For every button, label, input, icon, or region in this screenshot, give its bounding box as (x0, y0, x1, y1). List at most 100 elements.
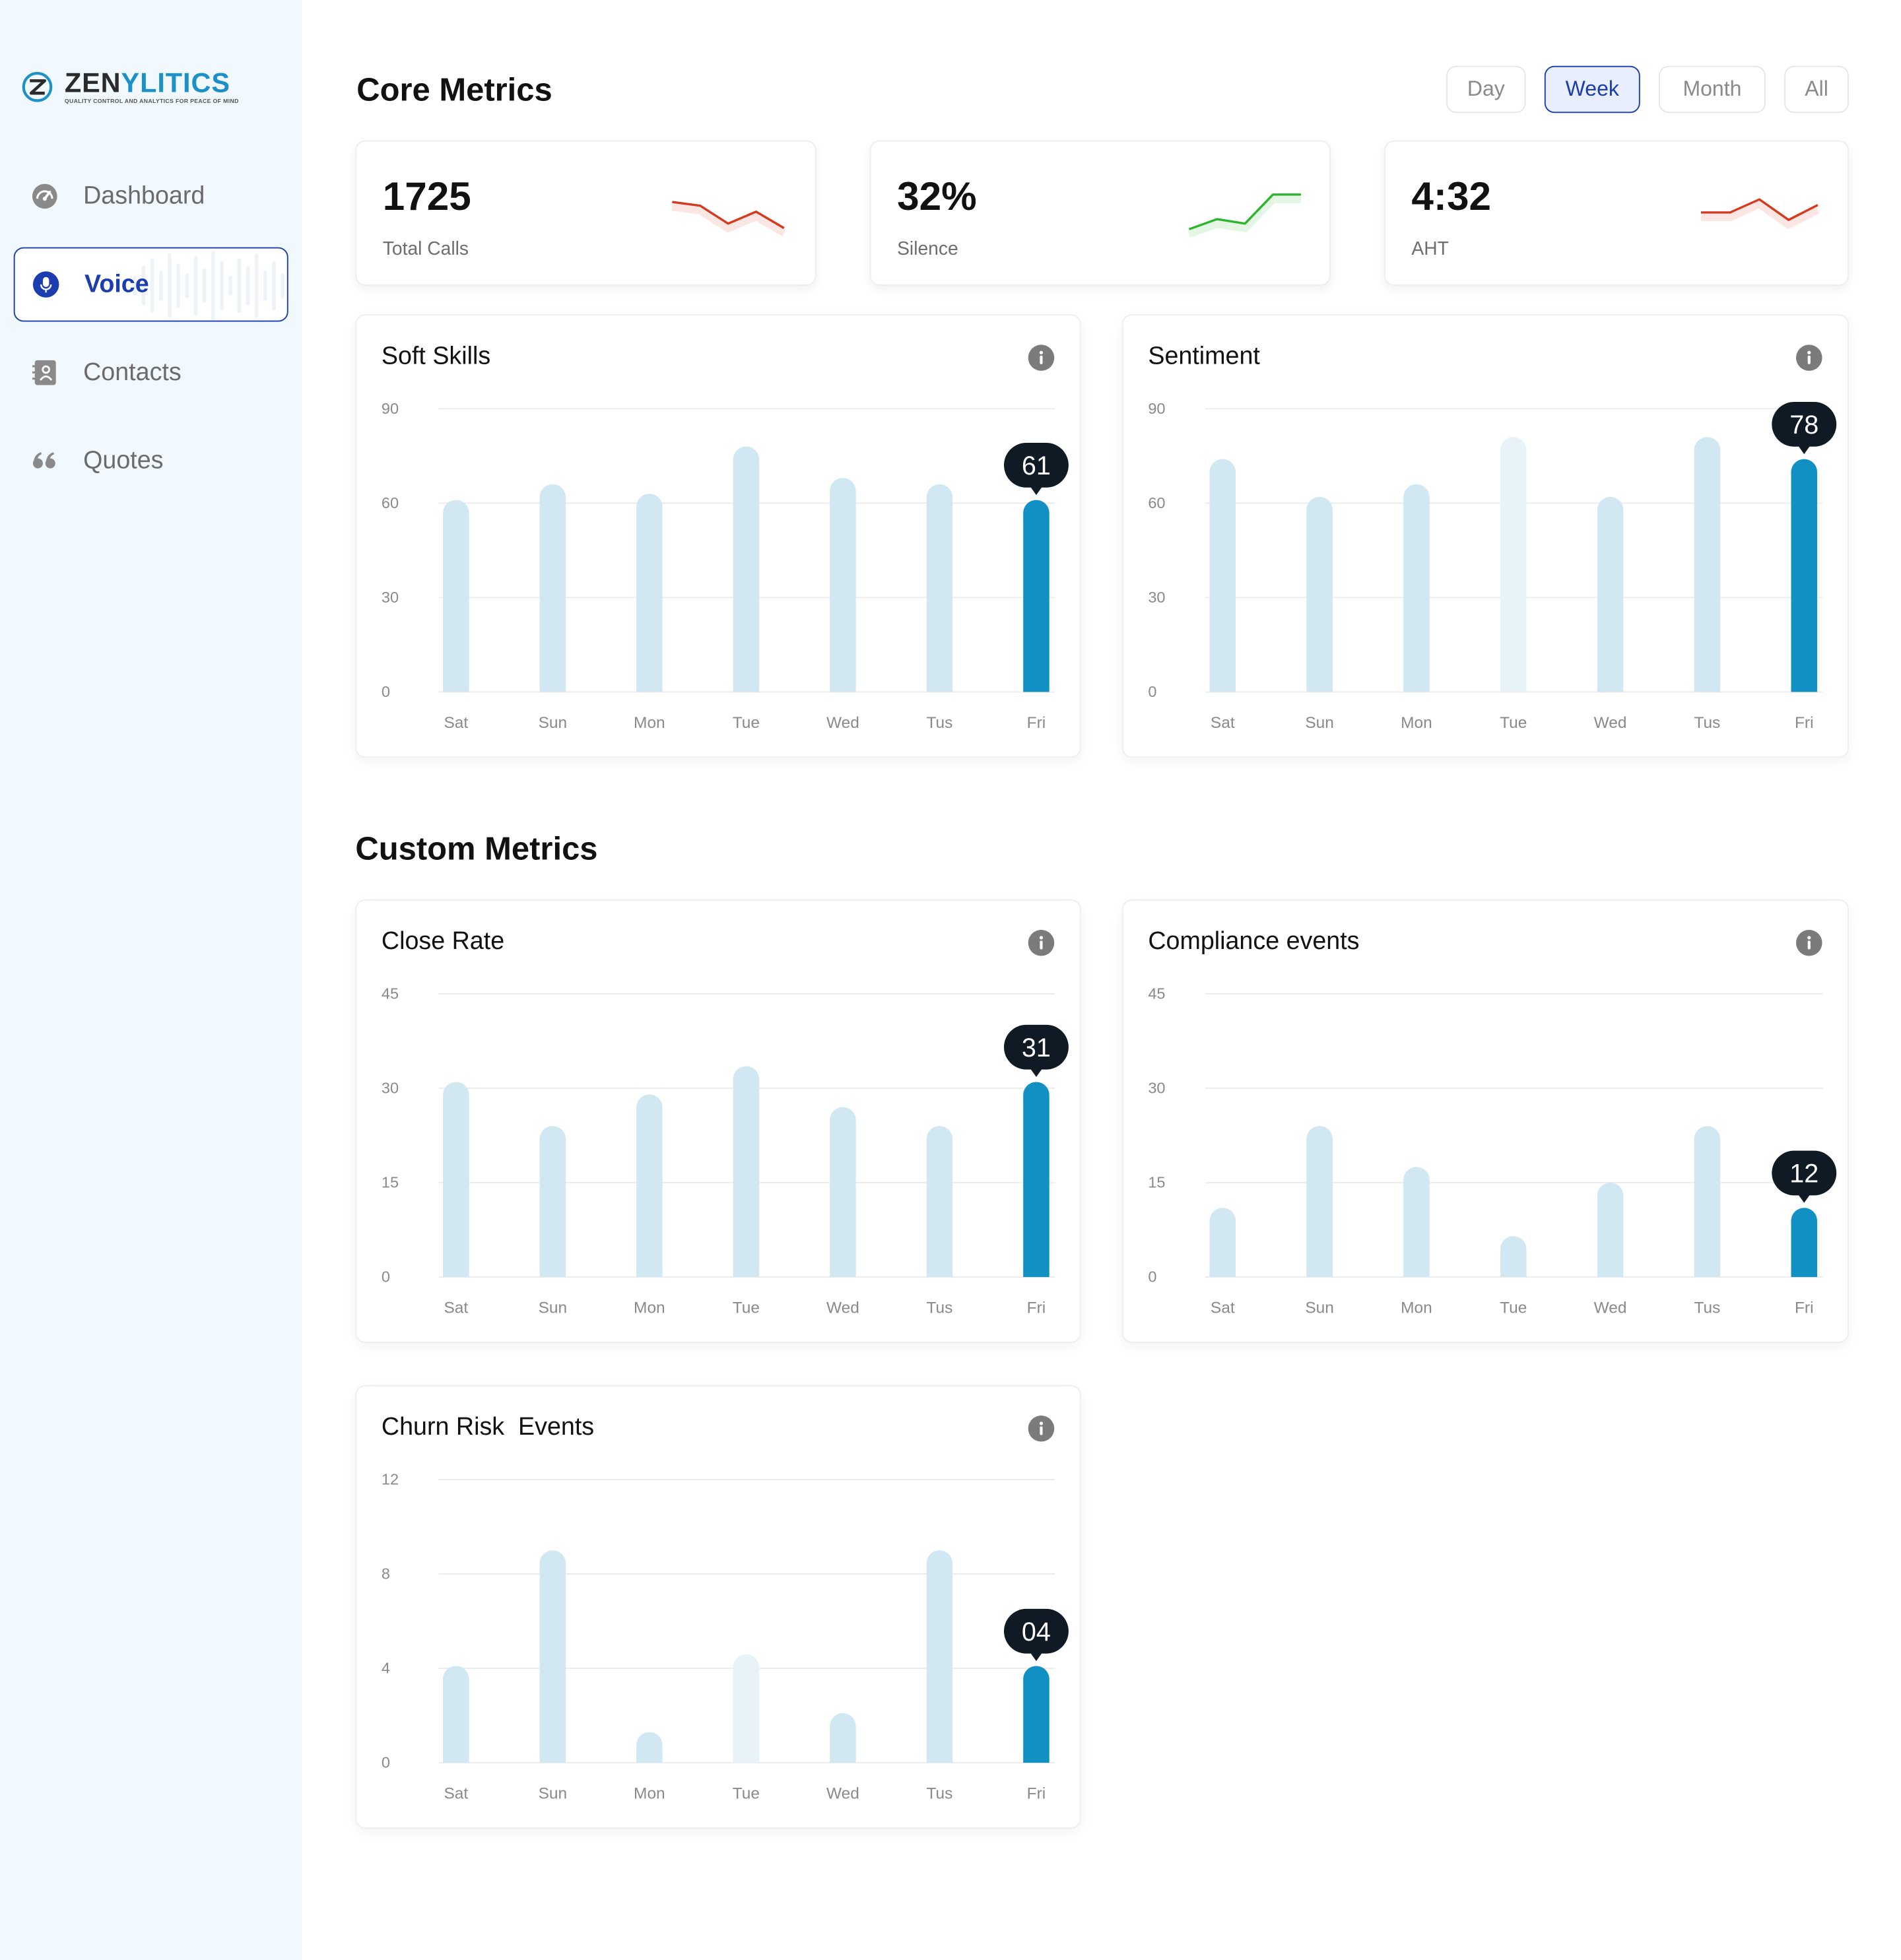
sparkline-path (672, 201, 785, 230)
bar-mon[interactable] (1403, 484, 1430, 692)
bar-sat[interactable] (443, 1082, 469, 1278)
bar-sun[interactable] (1306, 1126, 1333, 1278)
soundwave-decoration (133, 251, 285, 321)
range-all-button[interactable]: All (1784, 65, 1850, 114)
kpi-label: Silence (897, 238, 958, 260)
chart-card-close-rate: Close Rate 45 30 15 0 Sat Sun Mon Tue Wed Tus Fri 3… (355, 899, 1081, 1343)
bar-wed[interactable] (1597, 496, 1624, 692)
bar-fri[interactable] (1023, 1666, 1050, 1763)
x-tick-label: Sat (1211, 1299, 1235, 1317)
bar-sun[interactable] (539, 1126, 566, 1278)
info-icon[interactable] (1028, 1415, 1055, 1442)
gauge-icon (32, 183, 57, 209)
bar-tue[interactable] (733, 446, 760, 692)
value-tooltip: 12 (1772, 1150, 1837, 1203)
bar-wed[interactable] (830, 1713, 856, 1763)
nav-label-dashboard: Dashboard (83, 181, 205, 210)
x-tick-label: Wed (826, 1785, 859, 1803)
info-icon[interactable] (1028, 929, 1055, 956)
tooltip-value: 04 (1022, 1617, 1051, 1647)
sparkline-path (1188, 193, 1301, 230)
bar-tue[interactable] (733, 1066, 760, 1278)
bar-sat[interactable] (443, 500, 469, 692)
range-week-button[interactable]: Week (1544, 65, 1640, 114)
x-tick-label: Tue (733, 714, 760, 732)
sparkline-shadow (1187, 195, 1301, 238)
bar-fri[interactable] (1791, 1208, 1818, 1278)
bar-wed[interactable] (830, 1107, 856, 1278)
range-month-button[interactable]: Month (1659, 65, 1766, 114)
bar-chart: 45 30 15 0 Sat Sun Mon Tue Wed Tus Fri 31 (382, 985, 1069, 1317)
value-tooltip: 78 (1772, 402, 1837, 455)
bar-fri[interactable] (1791, 459, 1818, 692)
bar-tus[interactable] (926, 1126, 953, 1278)
bar-sun[interactable] (1306, 496, 1333, 692)
kpi-label: Total Calls (382, 238, 469, 260)
bar-tue[interactable] (1500, 1236, 1527, 1278)
range-day-button[interactable]: Day (1446, 65, 1526, 114)
kpi-card-total-calls[interactable]: 1725 Total Calls (355, 140, 817, 286)
bar-tus[interactable] (926, 484, 953, 692)
nav-item-quotes[interactable]: Quotes (14, 424, 288, 498)
bar-tus[interactable] (1694, 437, 1721, 692)
bar-fri[interactable] (1023, 500, 1050, 692)
custom-metrics-heading: Custom Metrics (355, 830, 598, 867)
sidebar: ZENYLITICS QUALITY CONTROL AND ANALYTICS… (0, 0, 302, 1960)
sparkline-shadow (1701, 200, 1820, 230)
bar-mon[interactable] (636, 1094, 663, 1278)
tooltip-value: 61 (1022, 451, 1051, 480)
x-tick-label: Mon (634, 1785, 665, 1803)
nav-item-contacts[interactable]: Contacts (14, 335, 288, 410)
bar-tue[interactable] (733, 1654, 760, 1763)
logo-mark-icon (22, 71, 53, 102)
x-tick-label: Fri (1027, 1785, 1046, 1803)
y-tick-label: 45 (1148, 985, 1165, 1002)
x-tick-label: Fri (1027, 714, 1046, 732)
y-tick-label: 90 (1148, 400, 1165, 417)
bar-wed[interactable] (830, 478, 856, 692)
kpi-value: 1725 (382, 174, 471, 219)
y-tick-label: 12 (382, 1470, 399, 1487)
kpi-card-aht[interactable]: 4:32 AHT (1384, 140, 1850, 286)
bar-fri[interactable] (1023, 1082, 1050, 1278)
bar-mon[interactable] (636, 1732, 663, 1763)
x-tick-label: Mon (1401, 1299, 1432, 1317)
kpi-value: 32% (897, 174, 977, 219)
info-icon[interactable] (1795, 344, 1822, 371)
logo-tagline: QUALITY CONTROL AND ANALYTICS FOR PEACE … (64, 98, 239, 105)
value-tooltip: 04 (1003, 1608, 1069, 1661)
bar-sun[interactable] (539, 1550, 566, 1763)
x-tick-label: Sat (1211, 714, 1235, 732)
bar-sat[interactable] (1209, 459, 1236, 692)
bar-mon[interactable] (636, 494, 663, 692)
chart-title: Churn Risk Events (381, 1414, 595, 1441)
bar-tue[interactable] (1500, 437, 1527, 692)
zenylitics-logo[interactable]: ZENYLITICS QUALITY CONTROL AND ANALYTICS… (21, 69, 239, 104)
bar-sun[interactable] (539, 484, 566, 692)
contact-book-icon (32, 360, 56, 385)
x-tick-label: Sat (444, 1299, 468, 1317)
kpi-card-silence[interactable]: 32% Silence (869, 140, 1331, 286)
info-icon[interactable] (1028, 344, 1055, 371)
nav-item-dashboard[interactable]: Dashboard (14, 159, 288, 234)
nav-item-voice[interactable]: Voice (13, 247, 288, 322)
bar-wed[interactable] (1597, 1183, 1624, 1278)
kpi-value: 4:32 (1411, 174, 1491, 219)
quote-icon (32, 452, 55, 469)
y-tick-label: 30 (1148, 1080, 1165, 1097)
info-icon[interactable] (1795, 929, 1822, 956)
nav-label-voice: Voice (84, 270, 149, 298)
bar-sat[interactable] (1209, 1208, 1236, 1278)
chart-title: Soft Skills (381, 343, 491, 370)
y-tick-label: 4 (382, 1660, 390, 1677)
value-tooltip: 31 (1003, 1024, 1069, 1077)
sparkline-aht (1701, 198, 1820, 230)
bar-chart: 12 8 4 0 Sat Sun Mon Tue Wed Tus Fri 04 (382, 1470, 1069, 1803)
bar-mon[interactable] (1403, 1167, 1430, 1278)
x-tick-label: Wed (1594, 1299, 1627, 1317)
bar-tus[interactable] (1694, 1126, 1721, 1278)
x-tick-label: Tue (1500, 1299, 1527, 1317)
bar-tus[interactable] (926, 1550, 953, 1763)
y-tick-label: 15 (1148, 1174, 1165, 1191)
bar-sat[interactable] (443, 1666, 469, 1763)
